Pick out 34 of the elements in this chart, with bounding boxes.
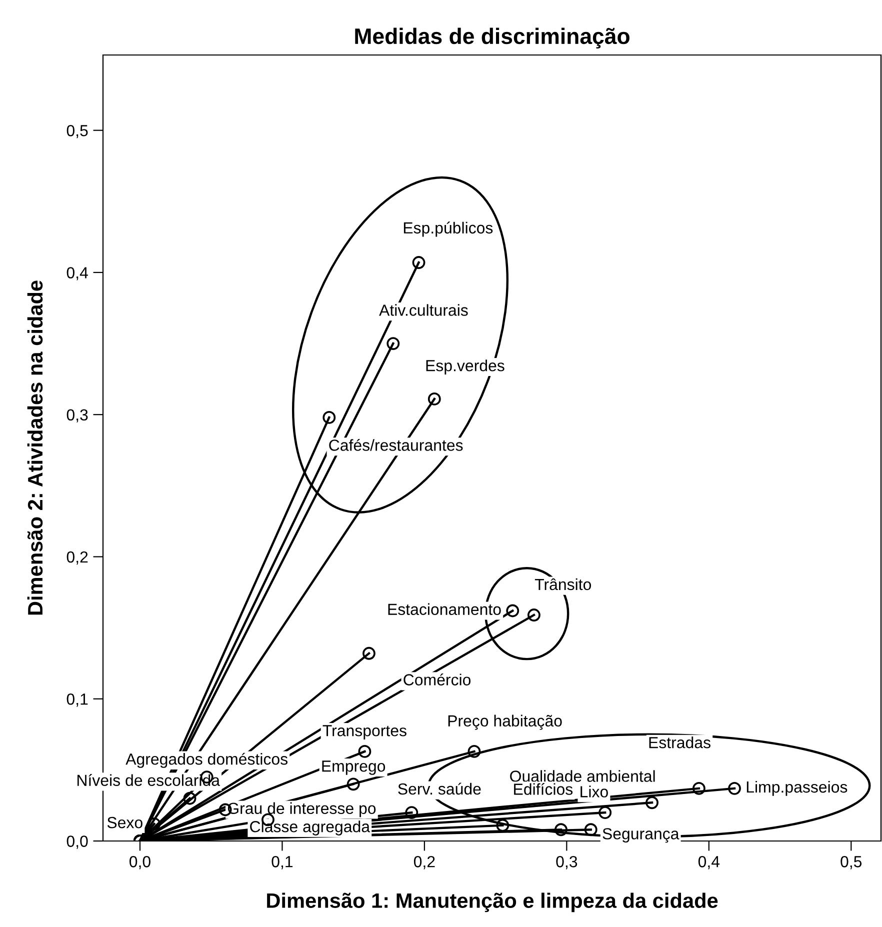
y-tick-label: 0,1 [66, 694, 88, 707]
annotation: Transportes [322, 725, 406, 740]
annotation: Comércio [404, 674, 471, 686]
y-tick-label: 0,4 [66, 267, 88, 280]
annotation: Trânsito [534, 578, 592, 590]
x-tick-label: 0,2 [414, 856, 435, 870]
y-tick-label: 0,2 [66, 551, 88, 565]
annotation: Estradas [649, 736, 710, 748]
annotation: Emprego [322, 760, 386, 775]
annotation: Cafés/restaurantes [329, 438, 463, 451]
y-tick-label: 0,5 [66, 124, 88, 138]
annotation: Esp.públicos [404, 222, 493, 237]
annotation: Sexo [107, 816, 142, 828]
x-tick-label: 0,3 [556, 856, 578, 870]
annotation: Serv. saúde [398, 782, 481, 795]
annotation: Ativ.culturais [379, 304, 468, 316]
annotation: Segurança [602, 828, 680, 843]
annotation: Esp.verdes [426, 360, 504, 374]
y-tick-label: 0,0 [66, 836, 88, 849]
y-tick-label: 0,3 [66, 409, 88, 422]
annotation: Classe agregada [250, 820, 370, 836]
annotation: Estacionamento [388, 603, 501, 616]
annotation: Preço habitação [448, 714, 562, 730]
annotation: Limp.passeios [746, 780, 848, 796]
annotation: Edifícios [514, 783, 573, 795]
chart-title: Medidas de discriminação [355, 28, 630, 48]
x-tick-label: 0,5 [840, 856, 862, 870]
y-axis-title: Dimensão 2: Atividades na cidade [27, 280, 43, 615]
x-axis-title: Dimensão 1: Manutenção e limpeza da cidade [267, 892, 718, 912]
x-tick-label: 0,1 [272, 856, 293, 870]
x-tick-label: 0,4 [698, 856, 720, 870]
annotation: Lixo [580, 786, 608, 798]
x-tick-label: 0,0 [130, 856, 150, 870]
annotation: Agregados domésticos [126, 752, 288, 768]
